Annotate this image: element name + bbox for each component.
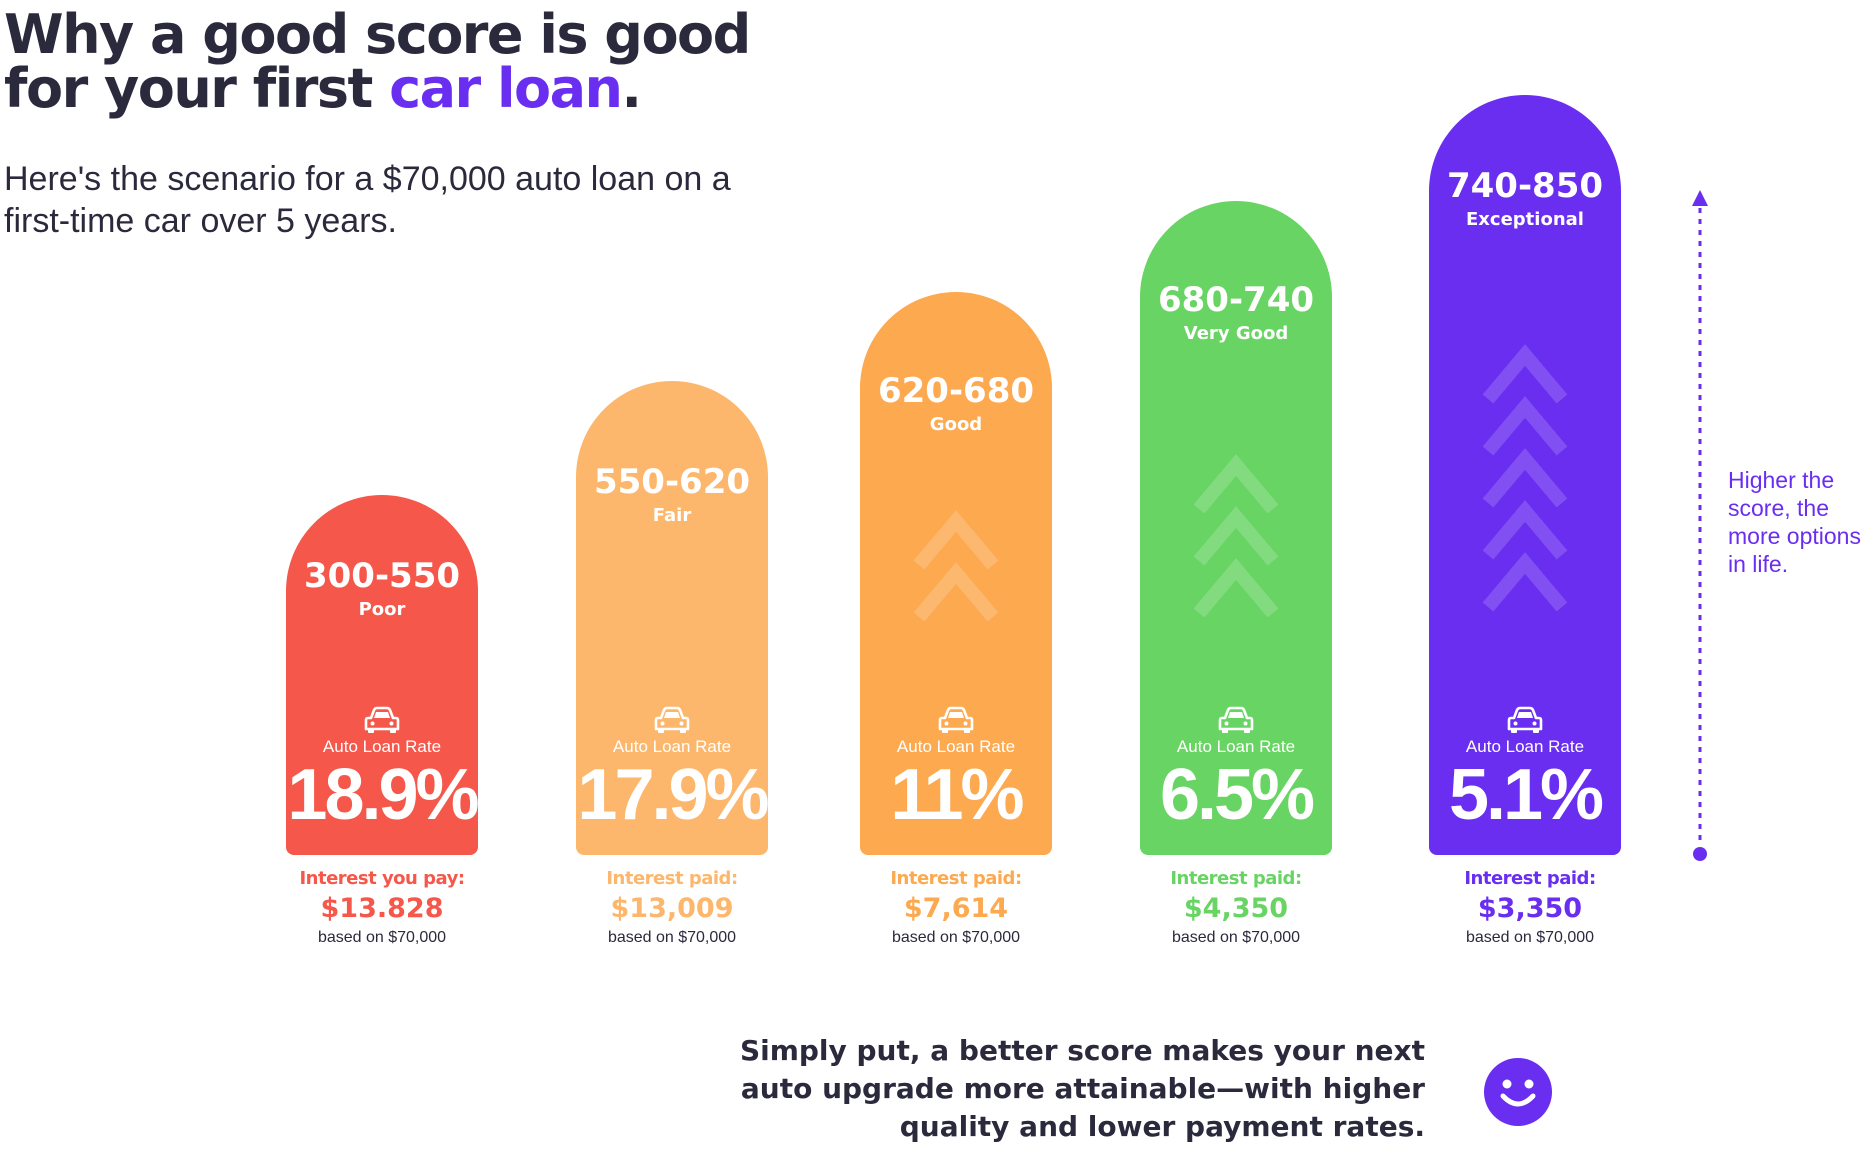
interest-label: Interest paid: — [1170, 868, 1302, 889]
tier-name: Poor — [358, 599, 406, 620]
tier-bar-good: 620-680 Good Auto Loan Rate 11% — [860, 292, 1052, 855]
car-icon — [364, 706, 400, 733]
tier-name: Good — [929, 414, 983, 435]
interest-basis: based on $70,000 — [1171, 929, 1301, 946]
arrow-up-icon — [1692, 190, 1708, 861]
interest-basis: based on $70,000 — [317, 929, 447, 946]
interest-info-poor: Interest you pay: $13.828 based on $70,0… — [267, 868, 497, 948]
rate-value: 18.9% — [287, 755, 478, 835]
tier-bar-very-good: 680-740 Very Good Auto Loan Rate 6.5% — [1140, 201, 1332, 855]
car-icon — [938, 706, 974, 733]
interest-amount: $13,009 — [610, 893, 734, 924]
chevron-up-icon — [1482, 344, 1568, 612]
rate-value: 17.9% — [577, 755, 768, 835]
tier-bar-fair: 550-620 Fair Auto Loan Rate 17.9% — [576, 381, 768, 855]
rate-label: Auto Loan Rate — [1465, 737, 1585, 756]
smiley-icon — [1484, 1058, 1552, 1126]
interest-basis: based on $70,000 — [607, 929, 737, 946]
page-subtitle: Here's the scenario for a $70,000 auto l… — [4, 160, 731, 240]
interest-info-fair: Interest paid: $13,009 based on $70,000 — [557, 868, 787, 948]
interest-amount: $4,350 — [1183, 893, 1289, 924]
interest-label: Interest paid: — [606, 868, 738, 889]
rate-value: 6.5% — [1159, 755, 1315, 835]
interest-label: Interest paid: — [1464, 868, 1596, 889]
title-line1: Why a good score is good — [4, 3, 751, 66]
tier-name: Very Good — [1183, 323, 1289, 344]
chevron-up-icon — [913, 510, 999, 622]
interest-amount: $13.828 — [320, 893, 444, 924]
score-range: 300-550 — [303, 556, 461, 596]
tier-bar-poor: 300-550 Poor Auto Loan Rate 18.9% — [286, 495, 478, 855]
score-range: 550-620 — [593, 462, 751, 502]
side-note: Higher the score, the more options in li… — [1728, 467, 1861, 577]
title-line2-post: . — [621, 57, 642, 120]
rate-value: 11% — [890, 755, 1024, 835]
interest-basis: based on $70,000 — [891, 929, 1021, 946]
interest-amount: $3,350 — [1477, 893, 1583, 924]
title-line2-pre: for your first — [4, 57, 390, 120]
score-range: 620-680 — [877, 371, 1035, 411]
car-icon — [1218, 706, 1254, 733]
tier-name: Fair — [652, 505, 692, 526]
rate-label: Auto Loan Rate — [1176, 737, 1296, 756]
chevron-up-icon — [1193, 454, 1279, 618]
page-title: Why a good score is good for your first … — [4, 8, 751, 116]
rate-label: Auto Loan Rate — [896, 737, 1016, 756]
interest-info-exceptional: Interest paid: $3,350 based on $70,000 — [1415, 868, 1645, 948]
score-range: 680-740 — [1157, 280, 1315, 320]
score-range: 740-850 — [1446, 166, 1604, 206]
interest-info-good: Interest paid: $7,614 based on $70,000 — [841, 868, 1071, 948]
tier-bar-exceptional: 740-850 Exceptional Auto Loan Rate 5.1% — [1429, 95, 1621, 855]
interest-label: Interest paid: — [890, 868, 1022, 889]
tier-name: Exceptional — [1466, 209, 1584, 230]
rate-label: Auto Loan Rate — [322, 737, 442, 756]
rate-label: Auto Loan Rate — [612, 737, 732, 756]
interest-info-very-good: Interest paid: $4,350 based on $70,000 — [1121, 868, 1351, 948]
interest-basis: based on $70,000 — [1465, 929, 1595, 946]
rate-value: 5.1% — [1448, 755, 1604, 835]
bottom-statement: Simply put, a better score makes your ne… — [739, 1034, 1425, 1143]
car-icon — [654, 706, 690, 733]
interest-amount: $7,614 — [903, 893, 1009, 924]
interest-label: Interest you pay: — [299, 868, 465, 889]
car-icon — [1507, 706, 1543, 733]
title-accent: car loan — [389, 57, 623, 120]
